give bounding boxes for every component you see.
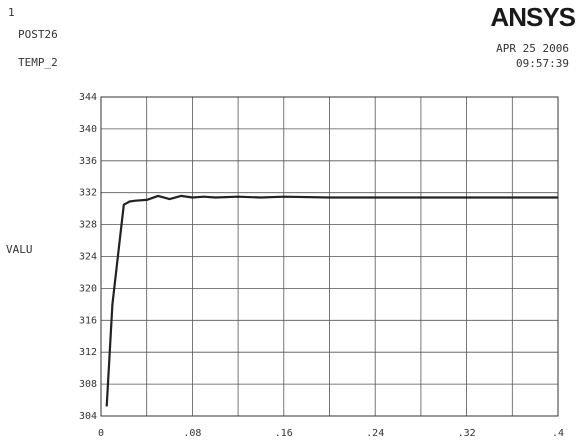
y-tick-label: 308 (79, 379, 97, 390)
x-tick-label: .32 (458, 428, 476, 439)
processor-label: POST26 (18, 28, 58, 41)
y-tick-label: 340 (79, 124, 97, 135)
window-number: 1 (8, 6, 15, 19)
variable-label: TEMP_2 (18, 56, 58, 69)
series-line (105, 194, 558, 407)
plot-time: 09:57:39 (516, 57, 569, 70)
y-tick-label: 332 (79, 188, 97, 199)
y-tick-label: 312 (79, 347, 97, 358)
plot-date: APR 25 2006 (496, 42, 569, 55)
x-tick-label: .24 (366, 428, 384, 439)
chart-ticks: 304 308 312 316 320 324 328 332 336 340 344 0 .08 .16… (79, 92, 564, 439)
y-tick-label: 320 (79, 283, 97, 294)
y-tick-label: 328 (79, 220, 97, 231)
ansys-logo: ANSYS (490, 2, 576, 32)
y-tick-label: 324 (79, 252, 97, 263)
y-tick-label: 316 (79, 315, 97, 326)
chart-series (105, 194, 558, 407)
y-axis-label: VALU (6, 243, 33, 256)
x-tick-label: .4 (552, 428, 564, 439)
x-tick-label: .16 (275, 428, 293, 439)
y-tick-label: 344 (79, 92, 97, 103)
x-tick-label: .08 (183, 428, 201, 439)
y-tick-label: 304 (79, 411, 97, 422)
chart-grid (100, 96, 559, 417)
plot-frame (100, 96, 559, 417)
x-tick-label: 0 (98, 428, 104, 439)
y-tick-label: 336 (79, 156, 97, 167)
